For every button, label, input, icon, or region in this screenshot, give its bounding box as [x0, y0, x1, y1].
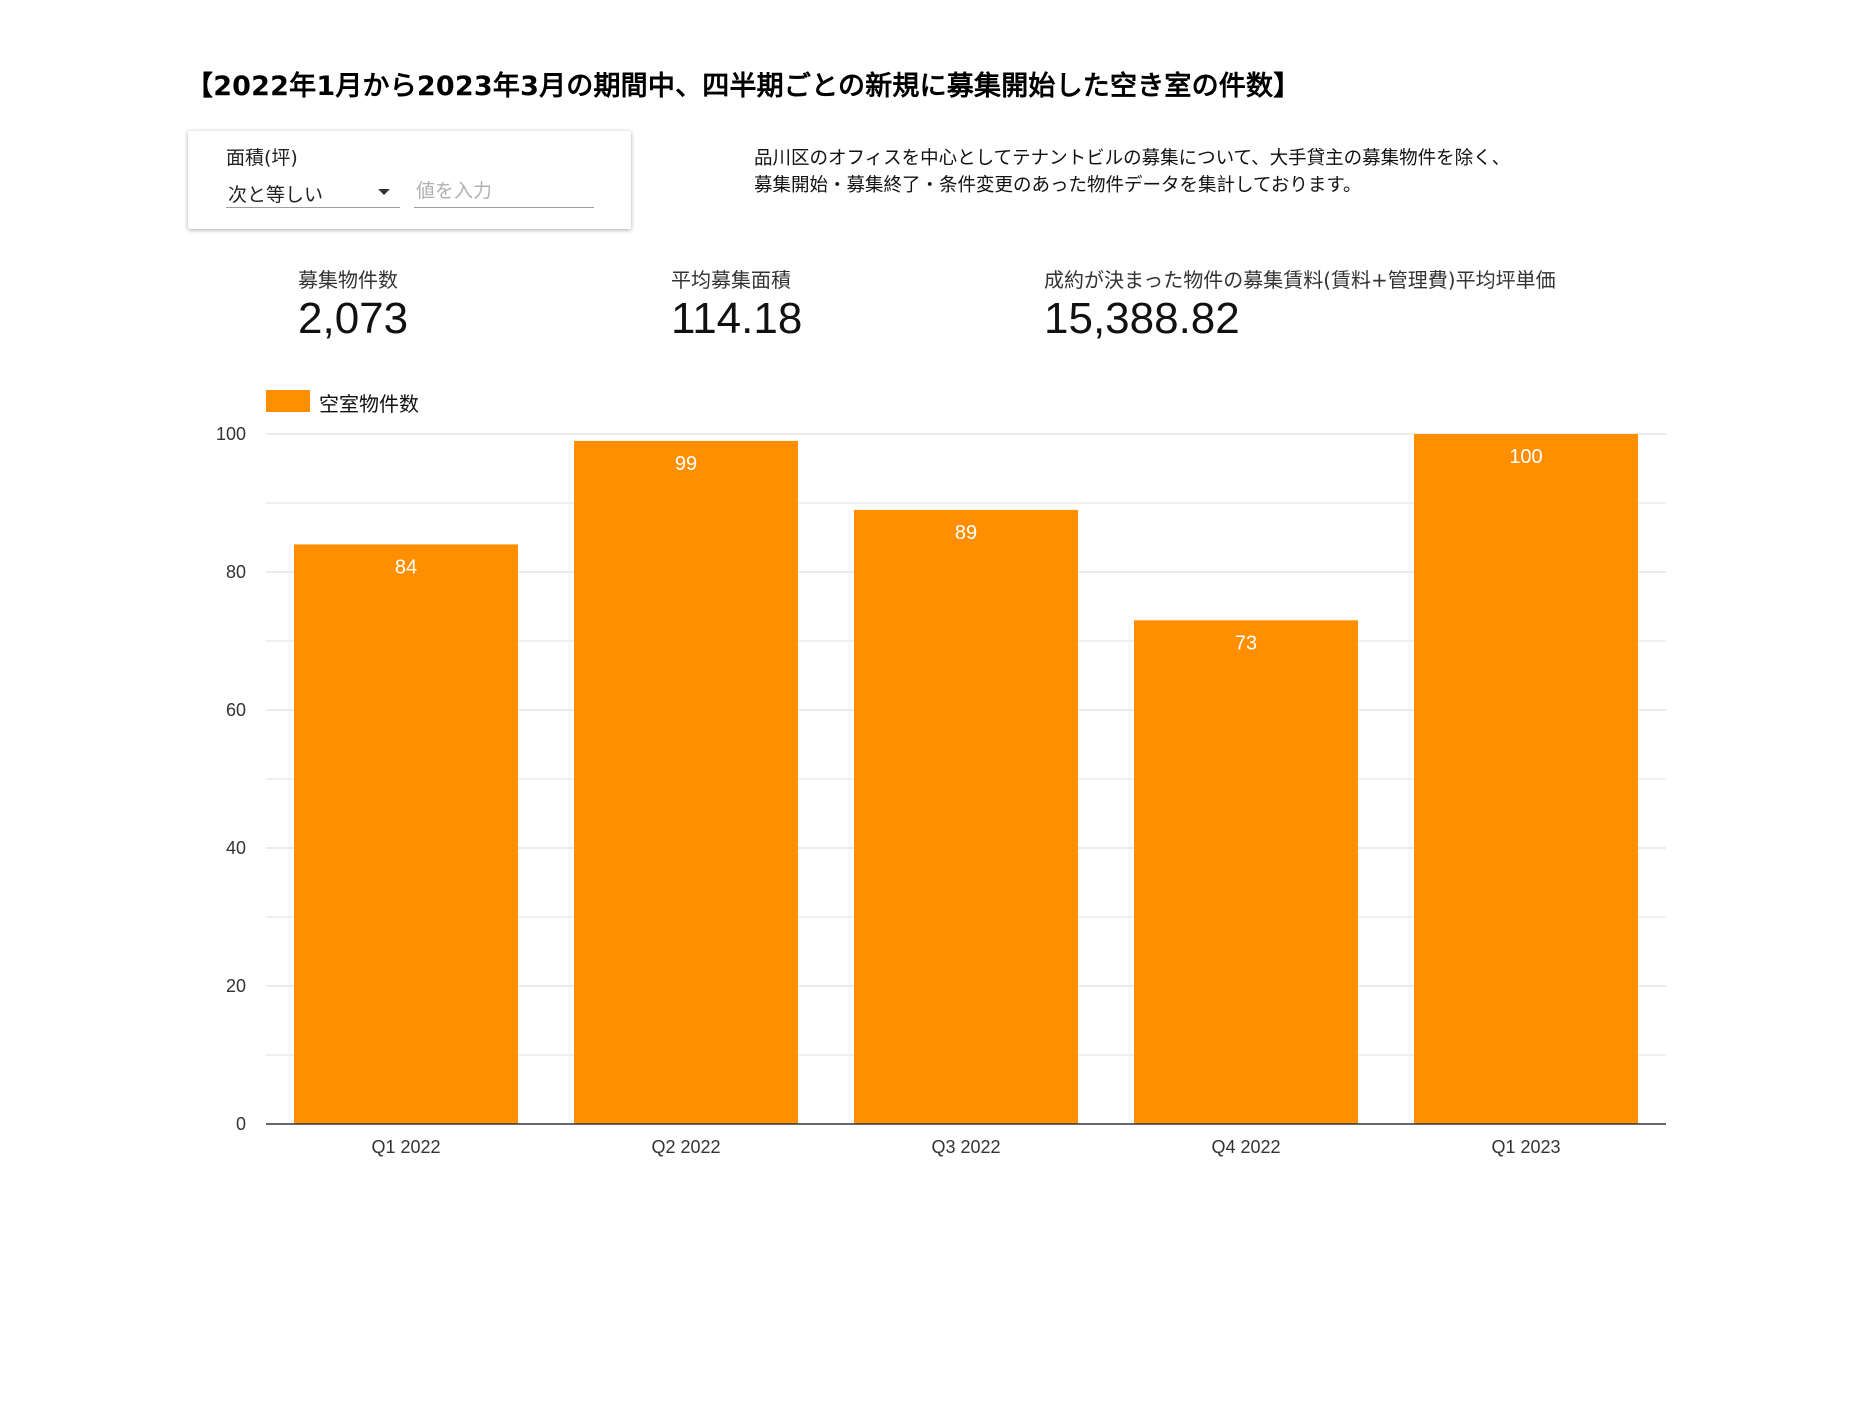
x-tick-label: Q2 2022	[651, 1137, 720, 1157]
kpi-average-unit-price: 成約が決まった物件の募集賃料(賃料+管理費)平均坪単価 15,388.82	[1044, 264, 1556, 345]
area-filter-control: 面積(坪) 次と等しい	[188, 131, 631, 229]
bar-data-label: 84	[395, 556, 417, 578]
bar	[1414, 434, 1638, 1124]
page-title: 【2022年1月から2023年3月の期間中、四半期ごとの新規に募集開始した空き室…	[186, 71, 1301, 102]
legend-label: 空室物件数	[319, 392, 419, 416]
x-tick-label: Q1 2023	[1491, 1137, 1560, 1157]
x-tick-label: Q3 2022	[931, 1137, 1000, 1157]
filter-value-input[interactable]	[414, 175, 594, 208]
x-tick-label: Q4 2022	[1211, 1137, 1280, 1157]
bar-data-label: 89	[955, 522, 977, 544]
bar-data-label: 100	[1509, 446, 1542, 468]
kpi-value: 2,073	[298, 294, 409, 343]
description-line: 品川区のオフィスを中心としてテナントビルの募集について、大手貸主の募集物件を除く…	[754, 148, 1511, 169]
kpi-listing-count: 募集物件数 2,073	[298, 264, 408, 345]
bar	[574, 440, 798, 1124]
kpi-label: 募集物件数	[298, 268, 398, 292]
bar	[1134, 620, 1358, 1124]
bar	[854, 509, 1078, 1124]
kpi-average-area: 平均募集面積 114.18	[671, 264, 802, 345]
report-description: 品川区のオフィスを中心としてテナントビルの募集について、大手貸主の募集物件を除く…	[754, 145, 1714, 199]
y-tick-label: 80	[226, 562, 246, 582]
kpi-label: 成約が決まった物件の募集賃料(賃料+管理費)平均坪単価	[1044, 268, 1556, 292]
bar-data-label: 99	[675, 453, 697, 475]
filter-operator-value: 次と等しい	[228, 184, 324, 206]
legend-swatch	[266, 390, 310, 412]
kpi-label: 平均募集面積	[671, 268, 791, 292]
y-tick-label: 100	[216, 424, 246, 444]
description-line: 募集開始・募集終了・条件変更のあった物件データを集計しております。	[754, 175, 1362, 196]
x-tick-label: Q1 2022	[371, 1137, 440, 1157]
y-tick-label: 0	[236, 1114, 246, 1134]
kpi-value: 114.18	[671, 294, 803, 343]
chevron-down-icon	[378, 189, 390, 195]
bar	[294, 544, 518, 1124]
y-tick-label: 40	[226, 838, 246, 858]
filter-operator-dropdown[interactable]: 次と等しい	[226, 175, 400, 208]
bar-data-label: 73	[1235, 632, 1257, 654]
y-tick-label: 60	[226, 700, 246, 720]
kpi-value: 15,388.82	[1044, 294, 1240, 343]
y-tick-label: 20	[226, 976, 246, 996]
filter-label: 面積(坪)	[226, 147, 298, 169]
